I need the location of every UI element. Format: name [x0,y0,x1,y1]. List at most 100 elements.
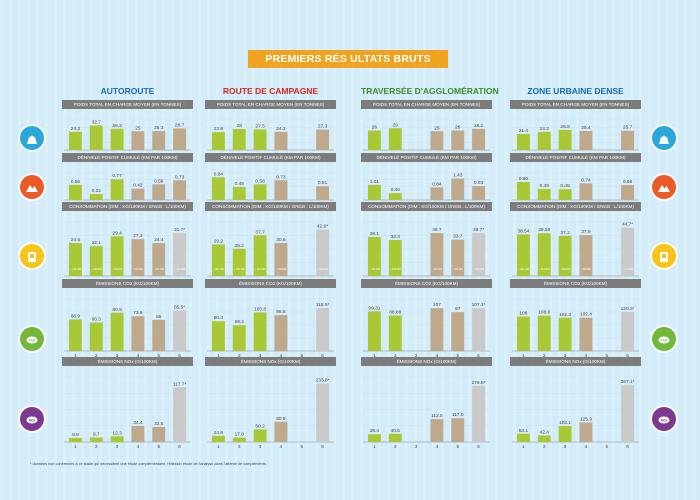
bar [537,188,551,200]
data-label: 0.22 [92,188,102,194]
bar [451,418,465,442]
data-label: 28.7 [175,122,185,128]
bar [316,129,330,150]
x-tick-label: 4 [280,353,283,358]
bar-sublabel: ~ 441 MM [452,268,463,271]
x-tick-label: 6 [178,444,181,449]
panel-title: CONSOMMATION (DIM : KG/100KM / GNGB : L/… [205,202,336,211]
column-title: AUTOROUTE [100,86,155,96]
data-label: 0.58 [255,178,265,184]
bar-sublabel: ~ 363 MM [112,268,123,271]
data-label: 24.4 [154,237,164,243]
x-tick-label: 6 [178,353,181,358]
data-label: 24.3 [71,126,81,132]
bar [367,130,381,150]
bar [68,437,82,442]
data-label: 42.9* [317,224,328,230]
bar [211,132,225,150]
data-label: 38.54 [517,228,529,234]
x-tick-label: 6 [477,353,480,358]
data-label: 0.66 [623,179,633,185]
bar-chart: 261292325426528.16 [363,119,490,157]
data-label: 97 [455,306,461,312]
bar [232,187,246,200]
bar-chart: 106 1 108.8 2 102.3 3 102.4 4 5 120.3* 6 [512,298,639,358]
data-label: 27.3 [318,124,328,130]
bar [89,322,103,351]
data-label: 117.0 [452,412,464,418]
bar [367,237,381,276]
bar [253,129,267,150]
data-label: 0.48 [560,183,570,189]
bar-sublabel: ~ 513 MM [539,268,550,271]
bar-chart: 23.8128227.5324.24527.36 [207,119,334,157]
bar [451,312,465,351]
panel-title: ÉMISSIONS NOx (G/100KM) [510,357,641,366]
bar [472,186,486,200]
data-label: 40.5 [391,428,401,434]
data-label: 28.3 [112,123,122,129]
data-label: 26 [372,125,378,131]
bar [388,240,402,276]
bar [388,193,402,200]
data-label: 120.3* [621,306,635,312]
bar [131,131,145,150]
bar [558,426,572,442]
bar [316,383,330,442]
svg-text:NOx: NOx [29,418,36,422]
bar [110,128,124,150]
bar [89,125,103,150]
bar [516,182,530,200]
data-label: 80.9 [112,307,122,313]
x-tick-label: 2 [543,444,546,449]
data-label: 0.48 [235,181,245,187]
data-label: 26.8 [560,124,570,130]
data-label: 80.8 [276,416,286,422]
bar-chart: 80.3 1 69.4 2 103.8 3 96.6 4 5 115.5* 6 [207,298,334,358]
bar [472,128,486,150]
data-label: 42.4 [540,429,550,435]
bar [253,184,267,200]
bar-sublabel: ~ 421 MM [174,268,185,271]
bar [516,133,530,150]
data-label: 39.7* [473,227,484,233]
bar-sublabel: ~ 316 MM [70,268,81,271]
x-tick-label: 4 [585,353,588,358]
bar [152,319,166,351]
data-label: 0.84 [214,171,224,177]
x-tick-label: 6 [321,444,324,449]
bar [451,130,465,150]
x-tick-label: 4 [436,444,439,449]
bar [131,239,145,276]
x-tick-label: 1 [74,353,77,358]
bar [558,317,572,351]
x-tick-label: 6 [321,353,324,358]
data-label: 107 [433,302,441,308]
data-label: 36.1 [370,231,380,237]
bar [621,227,635,276]
bar-sublabel: ~ 315 MM [153,268,164,271]
data-label: 32.5 [154,421,164,427]
bar-sublabel: ~ 615 MM [622,268,633,271]
nox-cloud-icon: NOx [20,407,44,431]
x-tick-label: 3 [259,353,262,358]
bar-sublabel: ~ 395 MM [276,268,287,271]
bar [472,308,486,351]
bar [211,321,225,351]
data-label: 0.58 [154,178,164,184]
bar [274,315,288,351]
x-tick-label: 6 [626,353,629,358]
x-tick-label: 4 [137,353,140,358]
bar-sublabel: ~ 493 MM [581,268,592,271]
bar-sublabel: ~ 520 MM [432,268,443,271]
bar [173,310,187,351]
data-label: 29.2 [214,238,224,244]
bar [316,186,330,200]
data-label: 50.2 [255,423,265,429]
x-tick-label: 2 [95,353,98,358]
data-label: 29.4 [112,230,122,236]
bar [211,244,225,276]
bar [211,177,225,200]
bar [68,242,82,276]
bar-sublabel: ~ 340 MM [133,268,144,271]
